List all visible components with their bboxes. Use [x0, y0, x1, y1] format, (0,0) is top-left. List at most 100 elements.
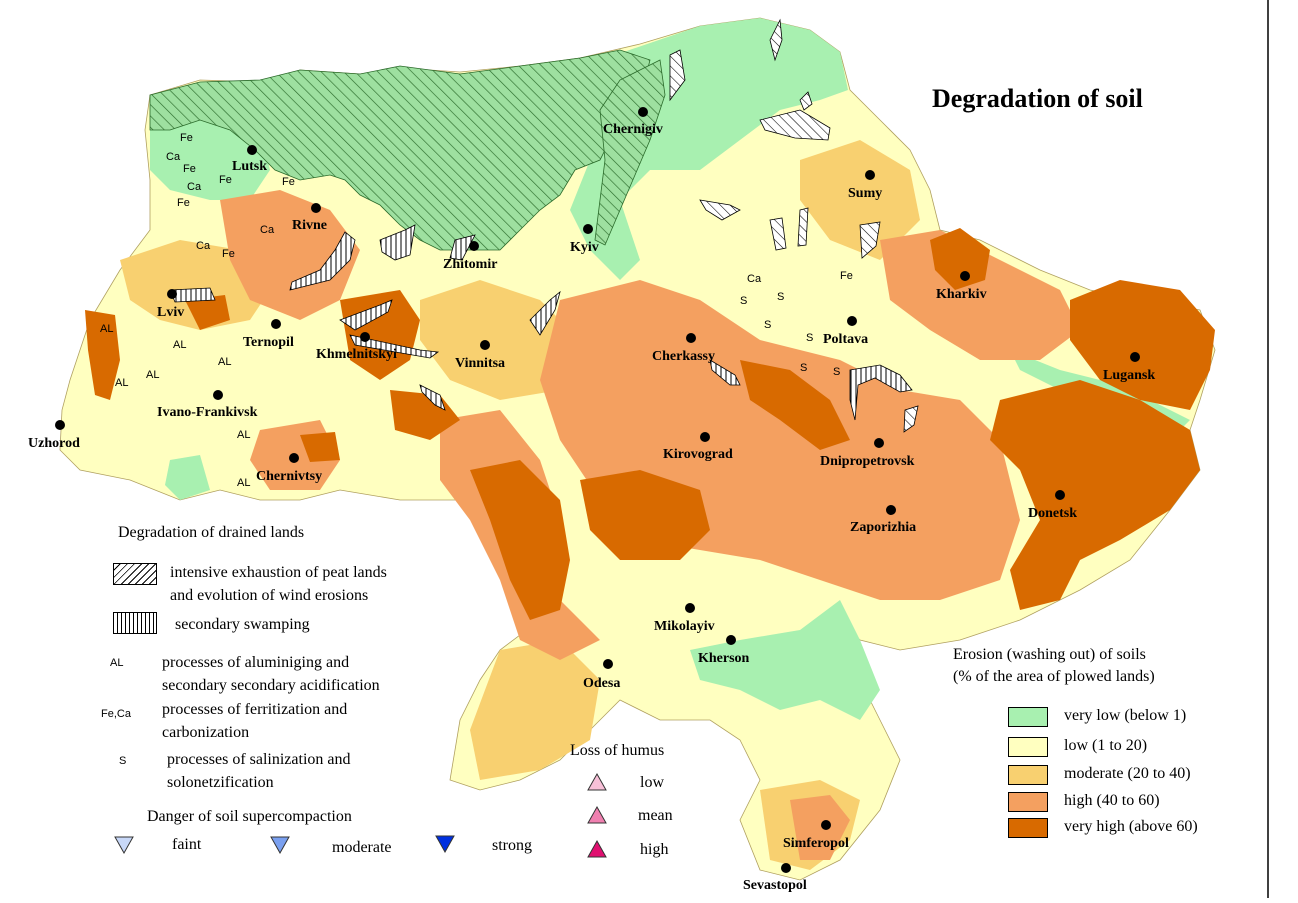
city-label-donetsk: Donetsk [1028, 506, 1077, 521]
city-label-kharkiv: Kharkiv [936, 287, 987, 302]
peat-exhaustion-zone [149, 49, 651, 251]
peat-label-1: intensive exhaustion of peat lands [170, 564, 387, 581]
code-fe: Fe [219, 174, 232, 186]
erosion-class-moderate: moderate (20 to 40) [1064, 765, 1191, 782]
region-very-low-sw [165, 455, 210, 500]
region-high-west [220, 190, 360, 320]
swatch-low [1008, 737, 1048, 757]
code-al: AL [100, 323, 113, 335]
city-label-ternopil: Ternopil [243, 335, 294, 350]
code-ca: Ca [260, 224, 275, 236]
erosion-heading-2: (% of the area of plowed lands) [953, 668, 1155, 685]
city-label-mikolayiv: Mikolayiv [654, 619, 715, 634]
city-label-khmelnitskyi: Khmelnitskyi [316, 347, 397, 362]
map-title: Degradation of soil [932, 84, 1143, 113]
city-label-kirovograd: Kirovograd [663, 447, 733, 462]
region-moderate-south [470, 640, 600, 780]
erosion-class-high: high (40 to 60) [1064, 792, 1160, 809]
code-fe: Fe [180, 132, 193, 144]
swamping-patches [169, 224, 913, 421]
s-code: S [119, 755, 127, 767]
erosion-class-very-high: very high (above 60) [1064, 818, 1198, 835]
feca-label-2: carbonization [162, 724, 250, 741]
swatch-high [1008, 792, 1048, 812]
code-ca: Ca [187, 181, 202, 193]
city-label-simferopol: Simferopol [783, 836, 849, 851]
code-fe: Fe [183, 163, 196, 175]
erosion-heading-1: Erosion (washing out) of soils [953, 646, 1146, 663]
swatch-moderate [1008, 765, 1048, 785]
drained-heading: Degradation of drained lands [118, 524, 305, 541]
compaction-faint-label: faint [172, 836, 202, 853]
al-code: AL [110, 657, 124, 669]
region-high-east [880, 230, 1080, 360]
region-very-high-chern [300, 432, 340, 462]
city-label-kyiv: Kyiv [570, 240, 599, 255]
city-label-sevastopol: Sevastopol [743, 878, 807, 893]
code-fe: Fe [840, 270, 853, 282]
code-s: S [740, 295, 747, 307]
faint-triangle-icon [114, 836, 134, 854]
moderate-triangle-icon [270, 836, 290, 854]
process-codes: Fe Ca Fe Ca Fe Fe Fe Ca Ca Fe Ca Fe S S … [100, 132, 853, 489]
erosion-class-low: low (1 to 20) [1064, 737, 1148, 754]
erosion-class-very-low: very low (below 1) [1064, 707, 1187, 724]
city-label-lutsk: Lutsk [232, 159, 267, 174]
city-label-kherson: Kherson [698, 651, 750, 666]
s-label-1: processes of salinization and [167, 751, 351, 768]
swamping-label: secondary swamping [175, 616, 310, 633]
city-label-rivne: Rivne [292, 218, 327, 233]
region-very-high-odesa-n [470, 460, 570, 620]
city-label-odesa: Odesa [583, 676, 620, 691]
city-labels: Lutsk Rivne Zhitomir Chernigiv Kyiv Sumy… [28, 122, 1155, 893]
region-moderate-east [800, 140, 920, 260]
feca-label-1: processes of ferritization and [162, 701, 348, 718]
city-label-lugansk: Lugansk [1103, 368, 1155, 383]
code-s: S [806, 332, 813, 344]
city-label-cherkassy: Cherkassy [652, 349, 715, 364]
city-label-ivano-frankivsk: Ivano-Frankivsk [157, 405, 258, 420]
swatch-very-high [1008, 818, 1048, 838]
swatch-very-low [1008, 707, 1048, 727]
feca-code: Fe,Ca [101, 708, 131, 720]
code-ca: Ca [166, 151, 181, 163]
humus-low-triangle-icon [587, 773, 607, 791]
code-s: S [764, 319, 771, 331]
humus-mean-label: mean [638, 807, 673, 824]
peat-label-2: and evolution of wind erosions [170, 587, 369, 604]
city-label-vinnitsa: Vinnitsa [455, 356, 505, 371]
code-fe: Fe [282, 176, 295, 188]
region-very-high-zakarp [85, 310, 120, 400]
compaction-strong-label: strong [492, 837, 532, 854]
code-al: AL [218, 356, 231, 368]
city-label-sumy: Sumy [848, 186, 882, 201]
city-label-chernivtsy: Chernivtsy [256, 469, 322, 484]
region-very-high-dnipro [740, 360, 850, 450]
code-al: AL [173, 339, 186, 351]
region-high-crimea [790, 795, 850, 860]
code-al: AL [237, 429, 250, 441]
city-label-zhitomir: Zhitomir [443, 257, 497, 272]
s-label-2: solonetzification [167, 774, 274, 791]
code-s: S [777, 291, 784, 303]
code-s: S [833, 366, 840, 378]
code-s: S [800, 362, 807, 374]
peat-strip-dnipro [594, 59, 666, 246]
code-al: AL [237, 477, 250, 489]
compaction-moderate-label: moderate [332, 839, 392, 856]
city-dots [55, 107, 1140, 873]
code-al: AL [146, 369, 159, 381]
region-very-high-donetsk [990, 380, 1200, 610]
al-label-1: processes of aluminiging and [162, 654, 350, 671]
strong-triangle-icon [435, 835, 455, 853]
region-very-high-kirovograd [580, 470, 710, 560]
region-very-high-kharkiv [930, 228, 990, 290]
humus-low-label: low [640, 774, 664, 791]
region-very-high-lugansk [1070, 280, 1215, 410]
code-fe: Fe [222, 248, 235, 260]
hatched-lakes [669, 18, 919, 433]
city-label-uzhorod: Uzhorod [28, 436, 80, 451]
peat-swatch [113, 563, 157, 585]
